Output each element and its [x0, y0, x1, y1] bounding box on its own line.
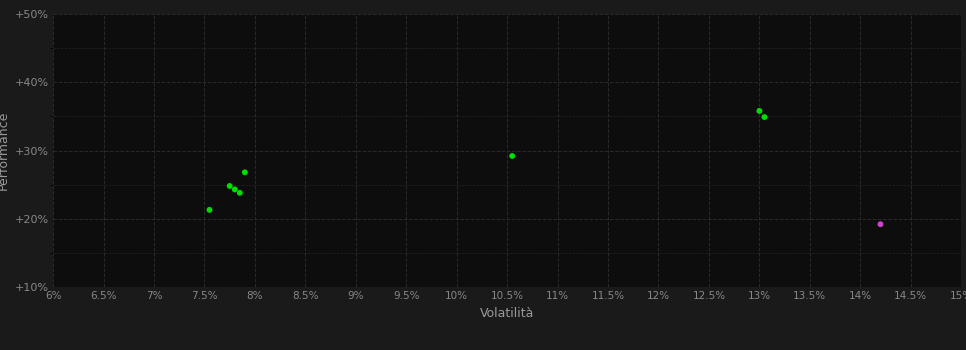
Point	[756, 114, 772, 120]
Y-axis label: Performance: Performance	[0, 111, 10, 190]
Point	[202, 207, 217, 213]
Point	[872, 222, 888, 227]
Point	[232, 190, 247, 196]
Point	[237, 169, 252, 175]
Point	[752, 108, 767, 114]
Point	[227, 187, 242, 192]
Point	[504, 153, 520, 159]
X-axis label: Volatilità: Volatilità	[480, 307, 534, 320]
Point	[222, 183, 238, 189]
